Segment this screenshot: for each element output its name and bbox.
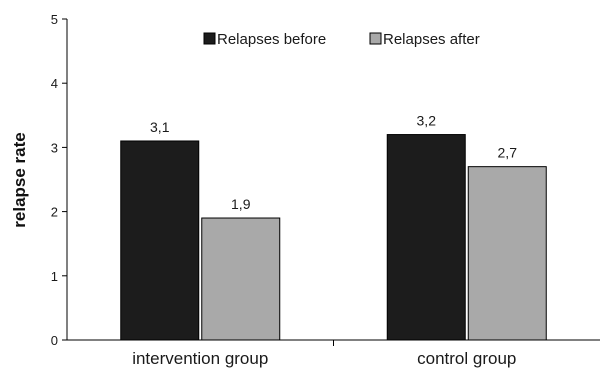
bar-before-control	[386, 134, 466, 341]
legend: Relapses before Relapses after	[203, 31, 480, 48]
y-tick-label: 5	[51, 12, 58, 27]
y-tick-label: 0	[51, 333, 58, 348]
bars	[120, 134, 547, 341]
y-axis-ticks: 0 1 2 3 4 5	[51, 12, 67, 348]
y-tick-label: 3	[51, 140, 58, 155]
bar-after-intervention	[201, 217, 281, 341]
y-axis-title: relapse rate	[10, 132, 29, 227]
legend-swatch	[203, 32, 216, 45]
data-labels: 3,1 1,9 3,2 2,7	[150, 113, 517, 212]
legend-label: Relapses before	[217, 31, 326, 48]
bar-after-control	[467, 166, 547, 341]
y-tick-label: 4	[51, 76, 58, 91]
category-label: intervention group	[132, 349, 268, 368]
legend-label: Relapses after	[383, 31, 480, 48]
data-label: 2,7	[498, 145, 518, 161]
data-label: 3,2	[417, 113, 437, 129]
category-labels: intervention group control group	[132, 349, 516, 368]
y-tick-label: 1	[51, 269, 58, 284]
y-tick-label: 2	[51, 205, 58, 220]
legend-swatch	[369, 32, 382, 45]
data-label: 1,9	[231, 196, 251, 212]
bar-before-intervention	[120, 140, 200, 341]
data-label: 3,1	[150, 119, 170, 135]
category-label: control group	[417, 349, 516, 368]
